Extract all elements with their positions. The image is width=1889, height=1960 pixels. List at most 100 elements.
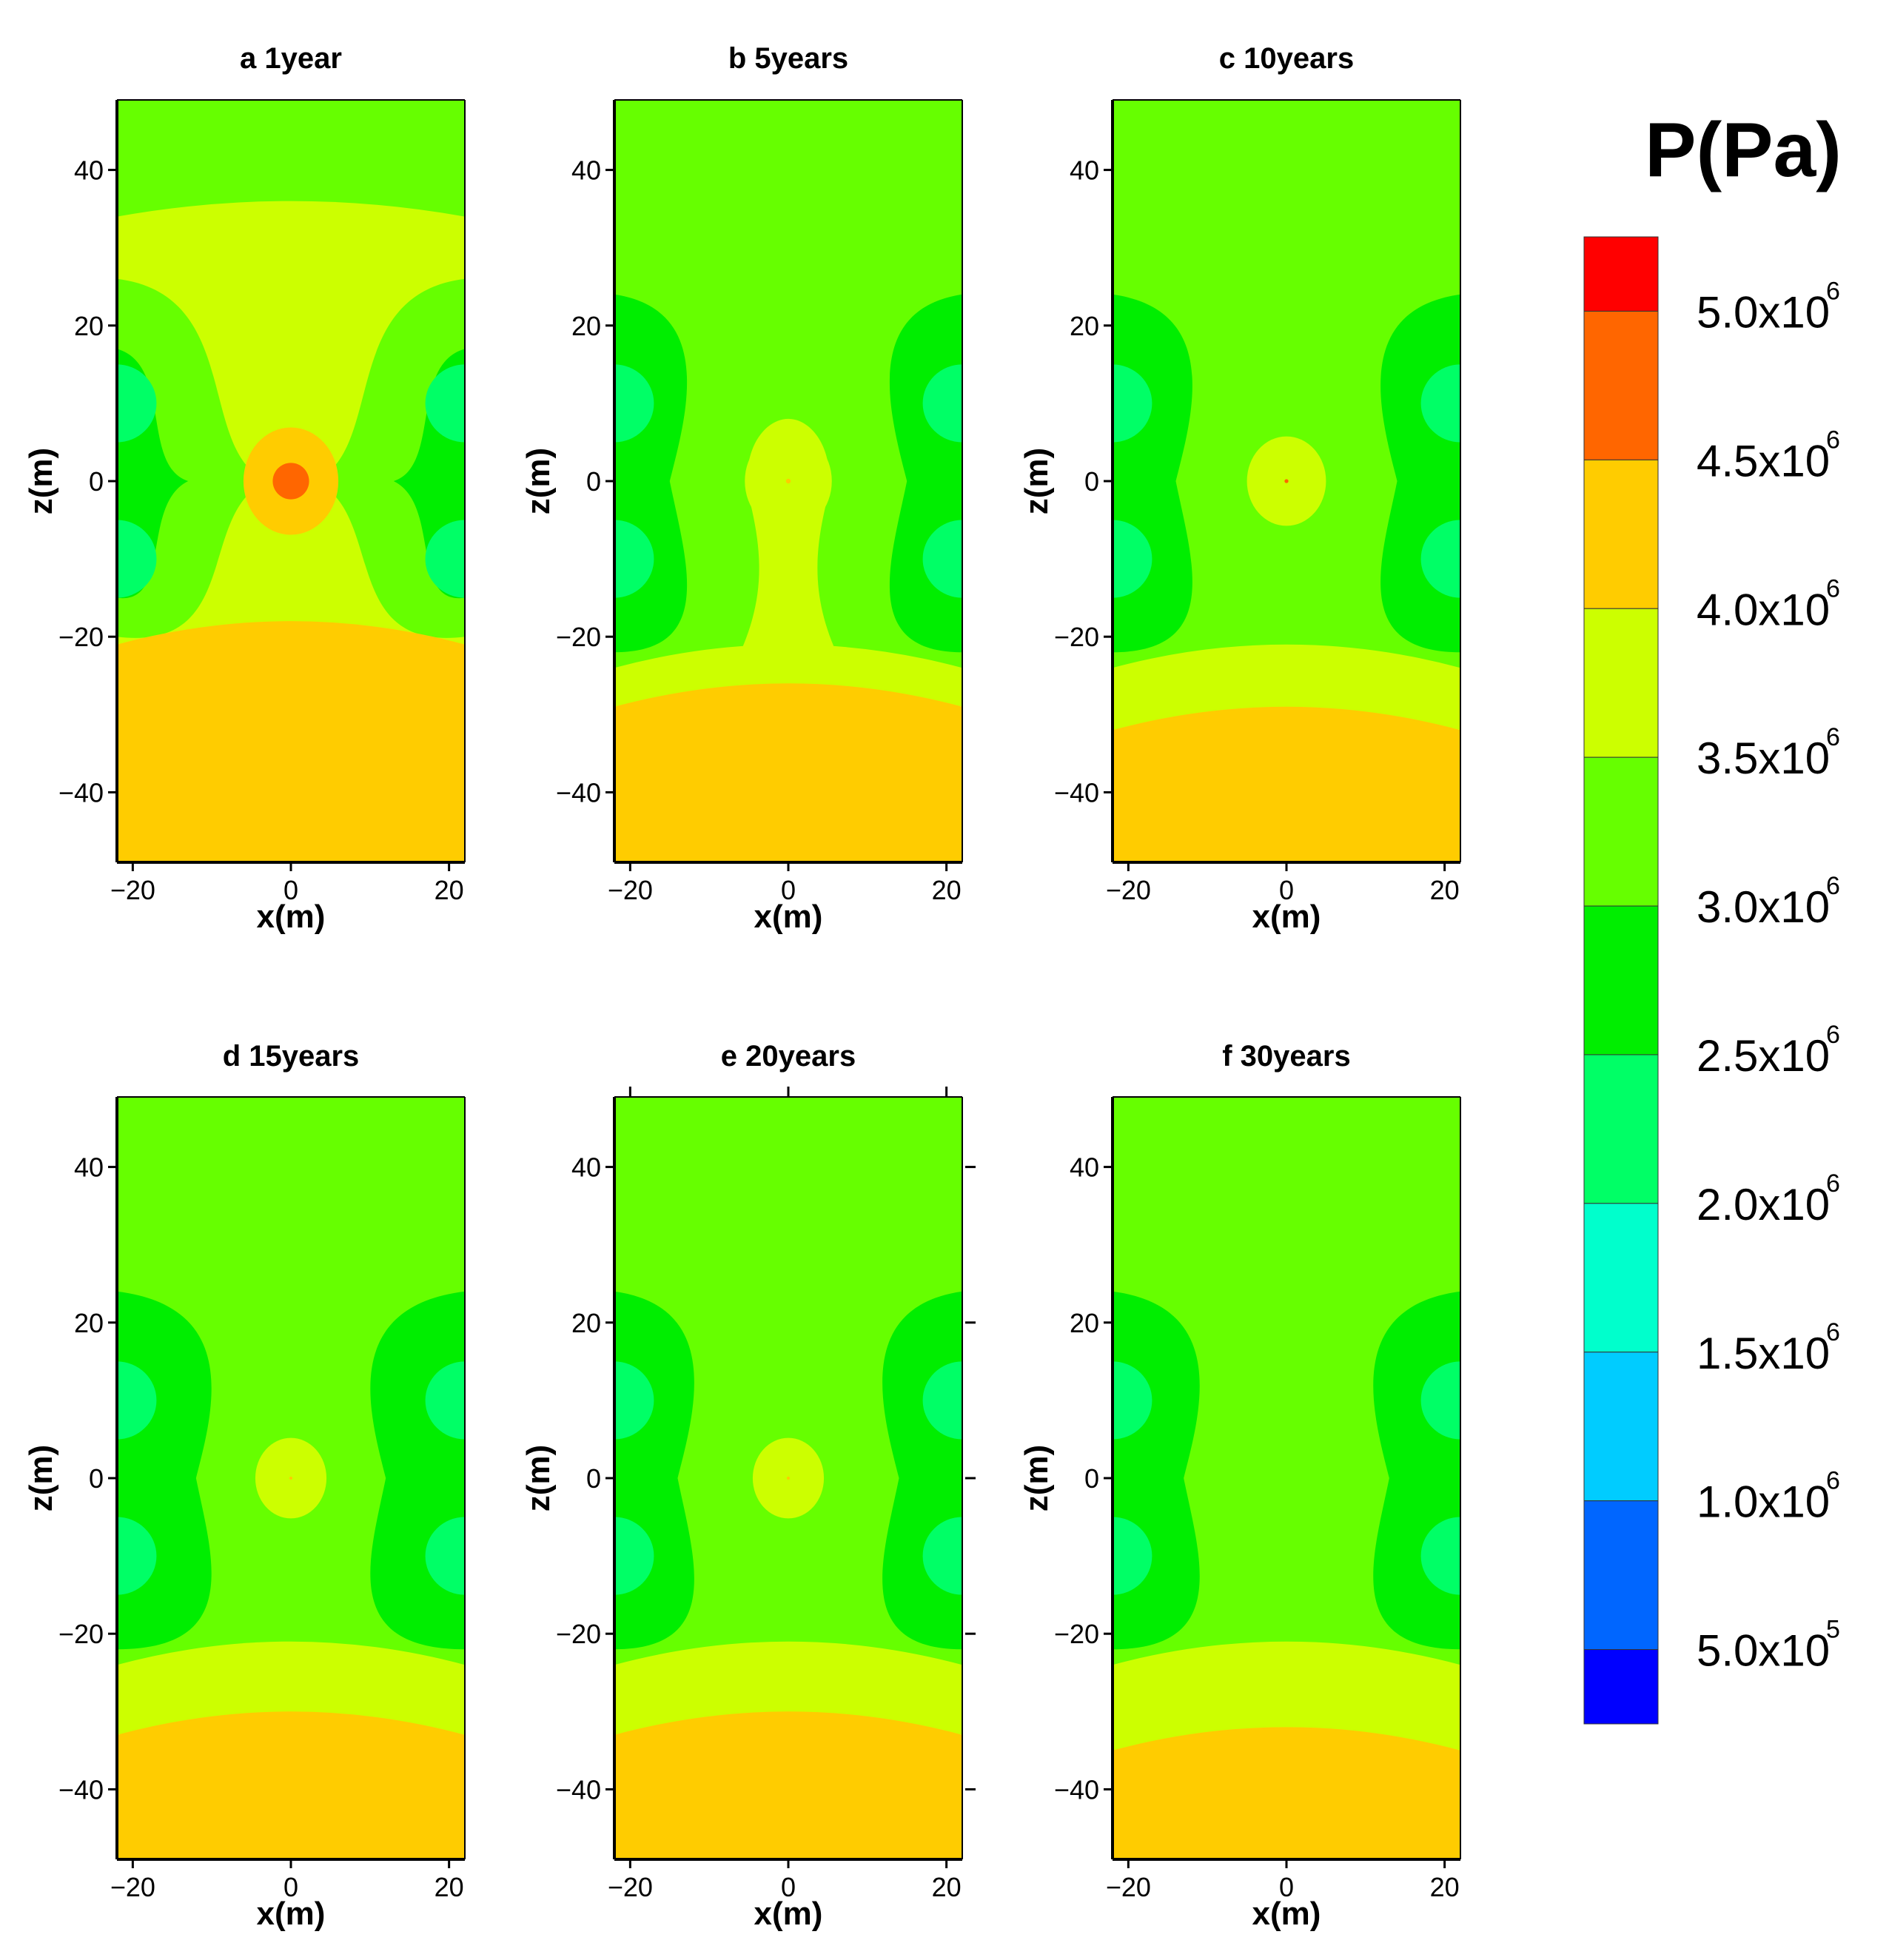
y-axis-label: z(m) (1019, 1445, 1055, 1511)
y-tick-label: −20 (58, 1619, 104, 1649)
colorbar-label: 5.0x10 (1697, 287, 1830, 337)
x-tick-label: 0 (781, 875, 796, 905)
edge-patch (117, 1517, 157, 1595)
colorbar-label: 1.0x10 (1697, 1477, 1830, 1527)
y-tick-label: −20 (556, 622, 601, 652)
x-tick-label: 0 (1279, 1872, 1294, 1902)
source-core (272, 463, 309, 500)
edge-patch (1420, 520, 1460, 598)
edge-patch (1420, 364, 1460, 443)
panel-b: b 5years 40 20 0 −20 −40 −20 0 20 x(m) z(m) (520, 42, 963, 935)
colorbar-swatch (1583, 1352, 1659, 1502)
band-4.0-4.5 (614, 1711, 962, 1859)
edge-patch (922, 520, 962, 598)
colorbar-label: 2.0x10 (1697, 1180, 1830, 1229)
side-lobe (117, 1291, 212, 1650)
colorbar-label: 3.5x10 (1697, 734, 1830, 783)
contour-field (1113, 100, 1460, 862)
colorbar-swatch (1583, 236, 1659, 312)
x-axis-label: x(m) (1252, 1896, 1321, 1932)
edge-patch (1113, 1361, 1152, 1440)
x-tick-label: −20 (110, 875, 155, 905)
colorbar-swatch (1583, 310, 1659, 460)
edge-patch (117, 1361, 157, 1440)
band-4.0-4.5 (1113, 706, 1460, 862)
colorbar-label: 1.5x10 (1697, 1329, 1830, 1378)
edge-patch (1113, 520, 1152, 598)
y-tick-label: 0 (1084, 1463, 1099, 1494)
y-tick-label: −20 (1054, 1619, 1099, 1649)
x-tick-label: 0 (283, 1872, 298, 1902)
contour-field (614, 1097, 962, 1859)
x-tick-label: −20 (1106, 1872, 1151, 1902)
y-tick-label: −20 (556, 1619, 601, 1649)
colorbar-swatch (1583, 1203, 1659, 1353)
y-tick-label: −40 (1054, 777, 1099, 808)
contour-field (117, 100, 465, 862)
colorbar-label-exponent: 5 (1826, 1616, 1840, 1644)
colorbar-label-exponent: 6 (1826, 1021, 1840, 1049)
x-tick-label: −20 (1106, 875, 1151, 905)
x-tick-label: 20 (932, 875, 962, 905)
panel-f: f 30years 40 20 0 −20 −40 −20 0 20 x(m) z(m) (1019, 1040, 1461, 1932)
source-core (786, 1476, 791, 1480)
colorbar-label-exponent: 6 (1826, 872, 1840, 900)
edge-patch (614, 520, 654, 598)
panel-d: d 15years 40 20 0 −20 −40 −20 0 20 x(m) z(m) (23, 1040, 466, 1932)
band-4.0-4.5 (1113, 1727, 1460, 1859)
colorbar-label-exponent: 6 (1826, 1467, 1840, 1495)
y-tick-label: 0 (89, 466, 104, 497)
x-tick-label: 20 (434, 875, 464, 905)
edge-patch (1420, 1517, 1460, 1595)
colorbar-label: 4.0x10 (1697, 585, 1830, 634)
colorbar-label: 4.5x10 (1697, 436, 1830, 486)
x-tick-label: −20 (608, 875, 653, 905)
y-tick-label: 20 (74, 311, 104, 341)
y-axis-label: z(m) (520, 448, 557, 514)
panel-e: e 20years 40 20 0 −20 −40 −20 0 20 x(m) z(m) (520, 1040, 976, 1932)
y-tick-label: 40 (74, 155, 104, 186)
colorbar-label-exponent: 6 (1826, 723, 1840, 751)
edge-patch (614, 1517, 654, 1595)
panel-title: a 1year (240, 42, 342, 75)
colorbar-swatch (1583, 905, 1659, 1055)
source-core (785, 478, 791, 484)
colorbar-swatch (1583, 1054, 1659, 1204)
colorbar-label-exponent: 6 (1826, 574, 1840, 603)
edge-patch (425, 1361, 465, 1440)
x-axis-label: x(m) (257, 1896, 326, 1932)
y-axis-label: z(m) (1019, 448, 1055, 514)
y-tick-label: −40 (58, 1774, 104, 1805)
y-tick-label: 40 (1070, 1152, 1099, 1183)
edge-patch (614, 1361, 654, 1440)
y-tick-label: 20 (571, 311, 601, 341)
band-4.0-4.5 (117, 1711, 465, 1859)
y-tick-label: −40 (58, 777, 104, 808)
y-tick-label: −40 (556, 777, 601, 808)
edge-patch (425, 364, 465, 443)
contour-field (1113, 1097, 1460, 1859)
band-4.0-4.5 (117, 621, 465, 862)
colorbar: P(Pa)5.0x1064.5x1064.0x1063.5x1063.0x106… (1583, 107, 1842, 1725)
colorbar-label-exponent: 6 (1826, 1318, 1840, 1346)
panel-title: b 5years (728, 42, 848, 75)
y-tick-label: 20 (1070, 1308, 1099, 1338)
y-tick-label: 40 (74, 1152, 104, 1183)
x-tick-label: 0 (1279, 875, 1294, 905)
edge-patch (1420, 1361, 1460, 1440)
y-tick-label: −20 (58, 622, 104, 652)
panel-c: c 10years 40 20 0 −20 −40 −20 0 20 x(m) z(m) (1019, 42, 1461, 935)
edge-patch (922, 1361, 962, 1440)
panel-title: e 20years (721, 1040, 856, 1073)
contour-field (614, 100, 962, 862)
edge-patch (922, 364, 962, 443)
x-tick-label: 0 (781, 1872, 796, 1902)
band-4.0-4.5 (614, 683, 962, 862)
y-tick-label: 40 (1070, 155, 1099, 186)
colorbar-swatch (1583, 459, 1659, 609)
y-tick-label: −40 (556, 1774, 601, 1805)
panel-a: a 1year 40 20 0 −20 −40 −20 0 20 x(m) z(m) (23, 42, 466, 935)
y-tick-label: 20 (571, 1308, 601, 1338)
y-tick-label: 0 (89, 1463, 104, 1494)
